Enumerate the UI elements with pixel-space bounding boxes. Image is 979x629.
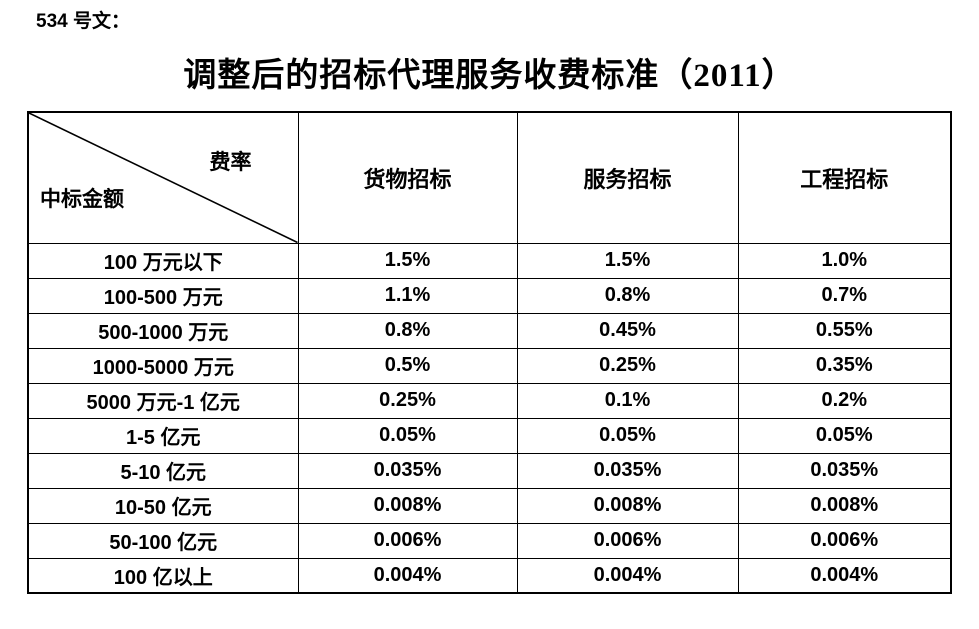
rate-cell-engineering: 0.7%	[737, 277, 952, 314]
rate-cell-goods: 0.5%	[297, 347, 518, 384]
column-header-goods: 货物招标	[297, 111, 518, 244]
column-header-service: 服务招标	[516, 111, 739, 244]
rate-cell-service: 0.25%	[516, 347, 739, 384]
amount-cell: 50-100 亿元	[27, 522, 299, 559]
table-row: 1000-5000 万元 0.5% 0.25% 0.35%	[27, 347, 952, 384]
table-row: 10-50 亿元 0.008% 0.008% 0.008%	[27, 487, 952, 524]
table-header: 费率 中标金额 货物招标 服务招标 工程招标	[27, 111, 952, 244]
amount-cell: 5-10 亿元	[27, 452, 299, 489]
amount-cell: 1-5 亿元	[27, 417, 299, 454]
rate-cell-engineering: 0.035%	[737, 452, 952, 489]
rate-cell-engineering: 0.05%	[737, 417, 952, 454]
rate-cell-engineering: 0.006%	[737, 522, 952, 559]
header-row: 费率 中标金额 货物招标 服务招标 工程招标	[27, 111, 952, 244]
amount-cell: 100 万元以下	[27, 242, 299, 279]
diagonal-divider-line	[29, 113, 298, 243]
table-row: 5000 万元-1 亿元 0.25% 0.1% 0.2%	[27, 382, 952, 419]
rate-cell-service: 0.008%	[516, 487, 739, 524]
rate-cell-engineering: 0.008%	[737, 487, 952, 524]
rate-cell-service: 0.004%	[516, 557, 739, 594]
amount-cell: 10-50 亿元	[27, 487, 299, 524]
table-row: 1-5 亿元 0.05% 0.05% 0.05%	[27, 417, 952, 454]
rate-cell-goods: 0.006%	[297, 522, 518, 559]
rate-cell-goods: 1.5%	[297, 242, 518, 279]
table-row: 500-1000 万元 0.8% 0.45% 0.55%	[27, 312, 952, 349]
table-row: 50-100 亿元 0.006% 0.006% 0.006%	[27, 522, 952, 559]
table-row: 100 亿以上 0.004% 0.004% 0.004%	[27, 557, 952, 594]
corner-header-cell: 费率 中标金额	[27, 111, 299, 244]
rate-cell-goods: 0.8%	[297, 312, 518, 349]
rate-cell-engineering: 0.55%	[737, 312, 952, 349]
rate-cell-service: 0.45%	[516, 312, 739, 349]
rate-cell-service: 0.035%	[516, 452, 739, 489]
rate-cell-goods: 0.05%	[297, 417, 518, 454]
rate-cell-engineering: 0.004%	[737, 557, 952, 594]
rate-cell-service: 0.05%	[516, 417, 739, 454]
rate-cell-service: 1.5%	[516, 242, 739, 279]
rate-cell-service: 0.8%	[516, 277, 739, 314]
rate-cell-service: 0.1%	[516, 382, 739, 419]
rate-cell-goods: 0.035%	[297, 452, 518, 489]
amount-cell: 500-1000 万元	[27, 312, 299, 349]
rate-cell-service: 0.006%	[516, 522, 739, 559]
corner-label-rate: 费率	[209, 150, 252, 174]
document-number-label: 534 号文：	[36, 11, 130, 32]
amount-cell: 100 亿以上	[27, 557, 299, 594]
rate-cell-goods: 0.004%	[297, 557, 518, 594]
rate-cell-engineering: 1.0%	[737, 242, 952, 279]
table-body: 100 万元以下 1.5% 1.5% 1.0% 100-500 万元 1.1% 0.8% 0.…	[27, 242, 952, 594]
amount-cell: 5000 万元-1 亿元	[27, 382, 299, 419]
rate-cell-goods: 0.25%	[297, 382, 518, 419]
amount-cell: 100-500 万元	[27, 277, 299, 314]
page-title: 调整后的招标代理服务收费标准（2011）	[183, 58, 796, 94]
rate-cell-engineering: 0.2%	[737, 382, 952, 419]
table-row: 5-10 亿元 0.035% 0.035% 0.035%	[27, 452, 952, 489]
table-row: 100-500 万元 1.1% 0.8% 0.7%	[27, 277, 952, 314]
rate-cell-goods: 0.008%	[297, 487, 518, 524]
corner-label-amount: 中标金额	[40, 187, 124, 211]
table-row: 100 万元以下 1.5% 1.5% 1.0%	[27, 242, 952, 279]
rate-cell-goods: 1.1%	[297, 277, 518, 314]
rate-cell-engineering: 0.35%	[737, 347, 952, 384]
amount-cell: 1000-5000 万元	[27, 347, 299, 384]
column-header-engineering: 工程招标	[737, 111, 952, 244]
fee-rate-table: 费率 中标金额 货物招标 服务招标 工程招标 100 万元以下 1.5% 1.5% 1…	[27, 111, 952, 594]
